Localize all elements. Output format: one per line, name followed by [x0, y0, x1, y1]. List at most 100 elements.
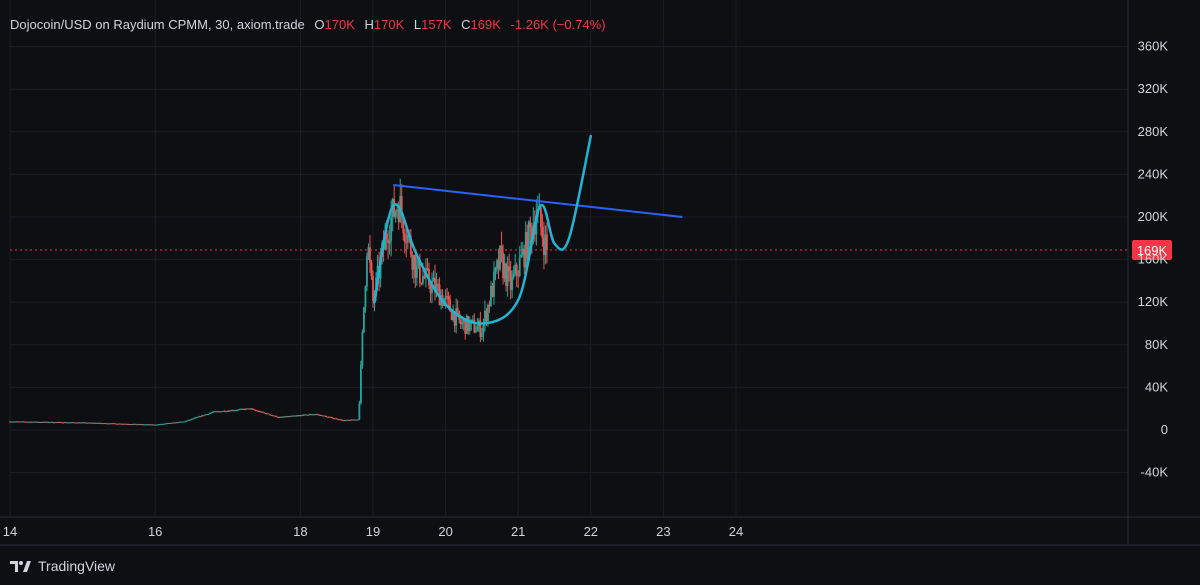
candle-body	[291, 415, 294, 417]
candle-body	[27, 421, 30, 423]
candle-body	[461, 322, 464, 325]
candle-body	[243, 409, 246, 411]
candle-body	[59, 422, 61, 424]
candle-body	[108, 423, 111, 425]
candle-body	[216, 411, 219, 413]
candle-body	[334, 418, 337, 420]
candle-body	[414, 255, 417, 278]
symbol-title[interactable]: Dojocoin/USD on Raydium CPMM, 30, axiom.…	[10, 17, 305, 32]
candle-body	[301, 415, 303, 417]
candle-body	[202, 415, 205, 417]
tradingview-brand[interactable]: TradingView	[38, 558, 116, 574]
y-tick-label: -40K	[1141, 465, 1169, 480]
candle-body	[192, 418, 194, 420]
candle-body	[499, 245, 501, 270]
candle-body	[269, 414, 272, 416]
candle-body	[245, 408, 247, 410]
candle-body	[526, 231, 529, 259]
candle-body	[341, 420, 344, 422]
candle-body	[34, 421, 37, 423]
candle-body	[356, 419, 359, 421]
candle-body	[353, 419, 356, 421]
candle-body	[116, 423, 119, 425]
candle-body	[340, 419, 343, 421]
y-tick-label: 40K	[1145, 379, 1168, 394]
cup-handle-curve	[373, 134, 593, 325]
candle-body	[474, 331, 477, 333]
candle-body	[211, 411, 214, 413]
candle-body	[450, 311, 453, 321]
candle-body	[258, 410, 261, 412]
candle-body	[546, 234, 548, 251]
candle-body	[372, 276, 374, 302]
candle-body	[196, 416, 199, 418]
candle-body	[199, 416, 202, 418]
candle-body	[74, 422, 76, 424]
candle-body	[146, 424, 149, 426]
tradingview-logo-icon[interactable]	[10, 559, 32, 573]
candle-body	[77, 422, 79, 424]
footer: TradingView	[10, 556, 115, 576]
candle-body	[246, 408, 249, 410]
candle-body	[157, 424, 160, 426]
candle-body	[423, 276, 426, 278]
candle-body	[393, 198, 396, 217]
candle-body	[36, 421, 39, 423]
candle-body	[251, 408, 253, 410]
candle-body	[397, 209, 400, 223]
last-price-badge	[1132, 240, 1172, 261]
candle-body	[255, 410, 258, 412]
candle-body	[235, 410, 238, 412]
candle-body	[299, 415, 302, 417]
candle-body	[481, 333, 483, 337]
candle-body	[349, 419, 352, 421]
y-tick-label: 0	[1161, 422, 1168, 437]
candle-body	[219, 411, 222, 413]
candle-body	[394, 211, 397, 217]
candle-body	[68, 422, 70, 424]
candle-body	[189, 419, 191, 421]
candle-body	[207, 414, 210, 416]
candle-body	[316, 414, 318, 416]
candle-body	[396, 209, 399, 212]
candle-body	[169, 423, 172, 425]
candle-body	[226, 410, 229, 412]
candle-body	[78, 422, 81, 424]
candle-body	[358, 403, 361, 420]
candle-body	[205, 414, 208, 416]
candle-body	[505, 263, 507, 287]
candle-body	[284, 416, 287, 418]
candle-body	[80, 422, 82, 424]
candle-body	[488, 304, 491, 307]
candle-body	[252, 408, 255, 410]
candle-body	[326, 416, 329, 418]
candle-body	[444, 295, 447, 300]
candle-body	[544, 234, 547, 256]
candle-body	[476, 326, 479, 332]
candle-body	[412, 255, 415, 270]
candle-body	[239, 409, 241, 411]
candle-body	[111, 423, 114, 425]
candle-body	[66, 422, 69, 424]
candle-body	[453, 311, 456, 326]
y-tick-label: 120K	[1138, 294, 1169, 309]
candle-body	[355, 419, 358, 421]
candle-body	[452, 311, 455, 321]
candle-body	[405, 242, 408, 244]
candle-body	[468, 322, 471, 331]
y-tick-label: 160K	[1138, 252, 1169, 267]
candle-body	[310, 414, 312, 416]
candle-body	[418, 259, 421, 283]
candle-body	[151, 424, 154, 426]
candle-body	[512, 273, 515, 278]
candle-body	[350, 419, 353, 421]
candle-body	[411, 254, 414, 270]
candle-body	[121, 423, 123, 425]
candle-body	[39, 422, 42, 424]
candle-body	[420, 282, 423, 284]
candle-body	[435, 283, 438, 293]
candle-body	[237, 409, 240, 411]
candle-body	[275, 415, 278, 417]
candle-body	[521, 248, 524, 255]
